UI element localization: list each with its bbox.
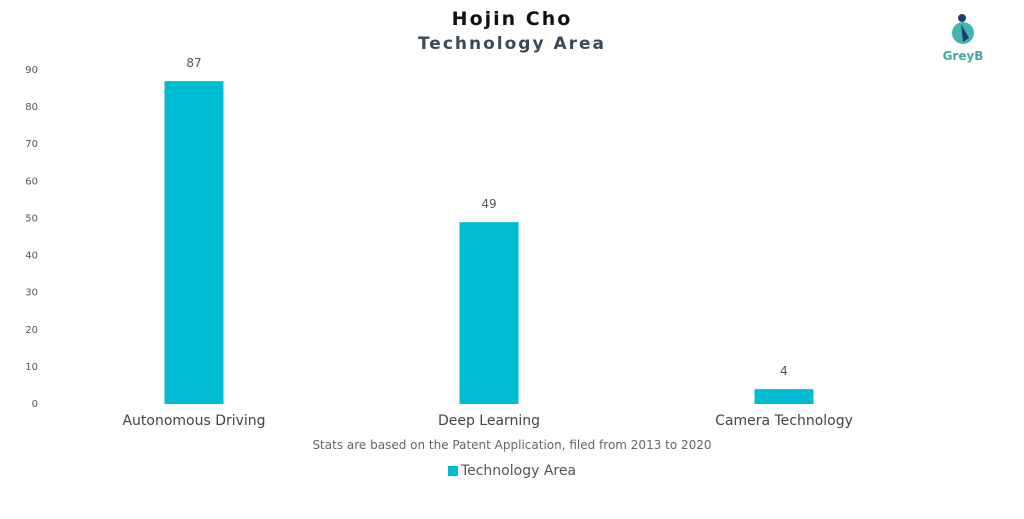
- legend[interactable]: Technology Area: [0, 463, 1024, 479]
- chart-title: Hojin Cho: [451, 8, 573, 30]
- y-tick-label: 70: [25, 139, 38, 150]
- bar[interactable]: [754, 389, 814, 404]
- bar-value-label: 4: [780, 364, 788, 378]
- y-tick-label: 90: [25, 65, 38, 76]
- y-tick-label: 80: [25, 102, 38, 113]
- x-tick-label: Autonomous Driving: [122, 413, 265, 429]
- footnote: Stats are based on the Patent Applicatio…: [312, 438, 712, 452]
- bar-value-label: 49: [481, 197, 496, 211]
- bar[interactable]: [459, 222, 519, 404]
- y-tick-label: 0: [32, 399, 38, 410]
- y-tick-label: 40: [25, 251, 38, 262]
- y-tick-label: 20: [25, 325, 38, 336]
- greyb-logo: GreyB: [935, 12, 991, 64]
- chart-subtitle: Technology Area: [417, 34, 607, 54]
- y-tick-label: 60: [25, 176, 38, 187]
- y-tick-label: 10: [25, 362, 38, 373]
- x-tick-label: Deep Learning: [438, 413, 540, 429]
- legend-label: Technology Area: [460, 463, 577, 479]
- x-tick-label: Camera Technology: [715, 413, 853, 429]
- logo-text: GreyB: [942, 49, 984, 63]
- greyb-logo-icon: [952, 14, 974, 44]
- bar-value-label: 87: [186, 56, 201, 70]
- bar[interactable]: [164, 81, 224, 404]
- y-tick-label: 50: [25, 213, 38, 224]
- legend-swatch: [447, 466, 458, 476]
- y-tick-label: 30: [25, 288, 38, 299]
